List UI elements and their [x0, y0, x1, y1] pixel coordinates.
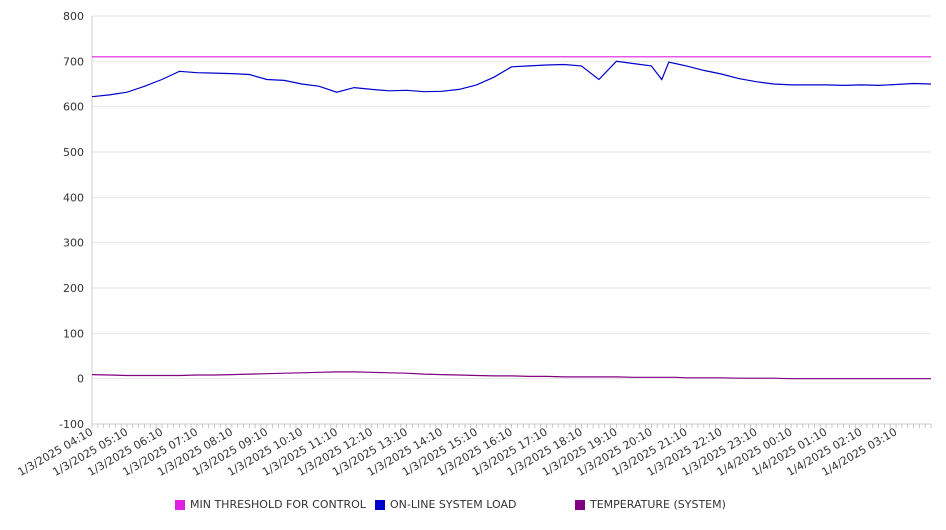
legend-label: TEMPERATURE (SYSTEM): [590, 498, 726, 511]
y-tick-label: -100: [59, 418, 84, 431]
y-tick-label: 300: [63, 237, 84, 250]
legend-label: MIN THRESHOLD FOR CONTROL: [190, 498, 366, 511]
legend-item[interactable]: MIN THRESHOLD FOR CONTROL: [175, 498, 366, 511]
series-line-2: [91, 371, 931, 380]
y-tick-label: 200: [63, 282, 84, 295]
y-tick-label: 100: [63, 327, 84, 340]
legend-item[interactable]: ON-LINE SYSTEM LOAD: [375, 498, 516, 511]
legend-item[interactable]: TEMPERATURE (SYSTEM): [575, 498, 726, 511]
y-tick-labels: -100 0 100 200 300 400 500 600 700 800: [59, 10, 84, 431]
axes: [91, 16, 932, 428]
legend-swatch: [375, 499, 385, 510]
y-tick-label: 800: [63, 10, 84, 23]
legend: MIN THRESHOLD FOR CONTROL ON-LINE SYSTEM …: [0, 498, 946, 514]
y-tick-label: 500: [63, 146, 84, 159]
y-tick-label: 400: [63, 191, 84, 204]
x-tick-labels: 1/3/2025 04:101/3/2025 05:101/3/2025 06:…: [15, 425, 899, 479]
legend-label: ON-LINE SYSTEM LOAD: [390, 498, 517, 511]
series-line-1: [91, 60, 932, 98]
y-tick-label: 700: [63, 55, 84, 68]
legend-swatch: [575, 499, 585, 510]
series-lines: [91, 56, 932, 380]
gridlines: [92, 15, 931, 425]
y-tick-label: 0: [77, 373, 84, 386]
legend-swatch: [175, 499, 185, 510]
y-tick-label: 600: [63, 101, 84, 114]
